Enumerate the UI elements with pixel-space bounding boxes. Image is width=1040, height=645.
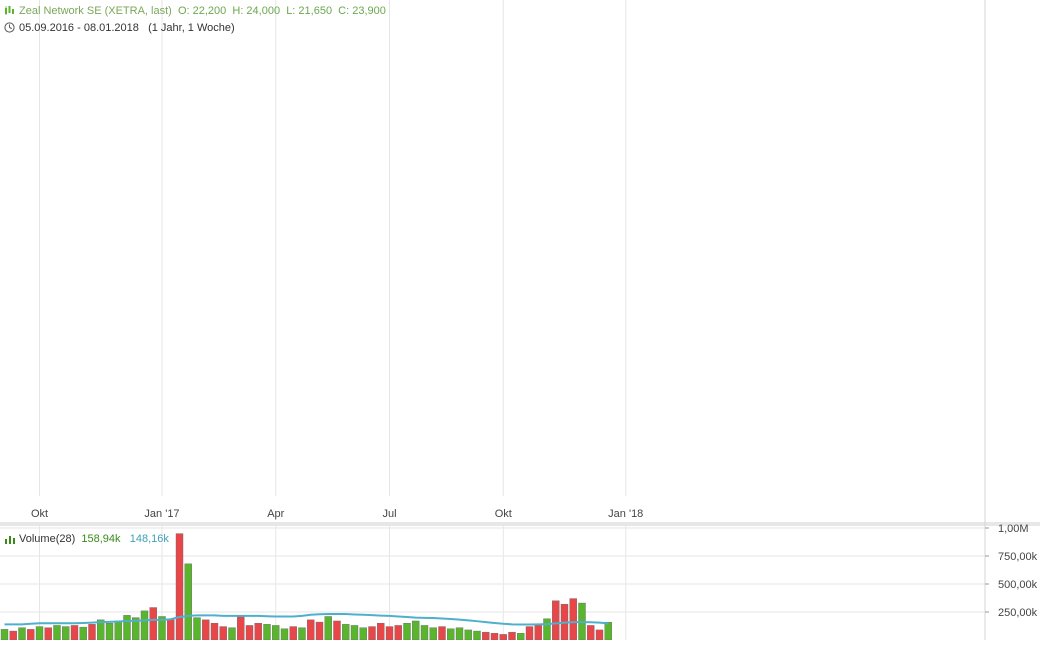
volume-bar bbox=[464, 629, 472, 641]
chart-header: Zeal Network SE (XETRA, last) O: 22,200 … bbox=[4, 5, 386, 19]
volume-bar bbox=[167, 618, 175, 641]
volume-bar bbox=[333, 620, 341, 641]
volume-bar bbox=[482, 631, 490, 641]
volume-bars-icon bbox=[5, 535, 15, 547]
volume-bar bbox=[455, 627, 464, 641]
ohlc-values: O: 22,200 H: 24,000 L: 21,650 C: 23,900 bbox=[177, 5, 386, 17]
volume-bar bbox=[114, 620, 122, 641]
volume-bar bbox=[254, 623, 262, 641]
volume-bar bbox=[604, 621, 612, 641]
volume-bar bbox=[228, 627, 236, 641]
volume-bar bbox=[105, 623, 114, 641]
volume-value: 158,94k bbox=[81, 533, 121, 545]
volume-bar bbox=[587, 625, 595, 641]
volume-bar bbox=[289, 626, 297, 641]
volume-bar bbox=[394, 625, 402, 641]
volume-bar bbox=[202, 619, 210, 641]
volume-bar bbox=[263, 624, 271, 641]
volume-bar bbox=[534, 624, 542, 641]
volume-tick-label: 750,00k bbox=[998, 551, 1038, 563]
volume-tick-label: 250,00k bbox=[998, 607, 1038, 619]
volume-header: Volume(28) 158,94k 148,16k bbox=[5, 533, 169, 547]
clock-icon bbox=[4, 22, 15, 36]
volume-bar bbox=[350, 625, 359, 641]
period-range: 05.09.2016 - 08.01.2018 bbox=[19, 22, 139, 34]
x-tick-label: Jul bbox=[382, 508, 396, 520]
volume-bar bbox=[280, 628, 289, 641]
volume-bar bbox=[447, 628, 455, 641]
volume-bar bbox=[473, 630, 481, 641]
volume-tick-label: 500,00k bbox=[998, 579, 1038, 591]
x-tick-label: Jan '17 bbox=[144, 508, 179, 520]
volume-bar bbox=[385, 626, 394, 641]
volume-bar bbox=[193, 617, 201, 641]
volume-bar bbox=[9, 630, 17, 641]
volume-bar bbox=[307, 619, 315, 641]
period-interval: (1 Jahr, 1 Woche) bbox=[148, 22, 235, 34]
volume-bar bbox=[70, 625, 79, 641]
volume-bar bbox=[35, 626, 44, 641]
volume-bar bbox=[219, 626, 227, 641]
volume-bar bbox=[79, 626, 87, 641]
volume-bar bbox=[272, 625, 280, 641]
volume-bar bbox=[438, 626, 446, 641]
volume-bar bbox=[543, 618, 551, 641]
period-row: 05.09.2016 - 08.01.2018 (1 Jahr, 1 Woche… bbox=[4, 22, 235, 36]
volume-bar bbox=[18, 627, 26, 641]
volume-bar bbox=[140, 610, 149, 641]
volume-bar bbox=[377, 623, 385, 641]
volume-bar bbox=[123, 615, 131, 641]
volume-bar bbox=[525, 626, 534, 641]
volume-bar bbox=[368, 626, 376, 641]
volume-bar bbox=[245, 625, 254, 641]
volume-bar bbox=[595, 629, 604, 641]
price-panel bbox=[0, 0, 985, 522]
volume-bar bbox=[490, 633, 499, 641]
volume-bar bbox=[237, 616, 245, 641]
volume-bar bbox=[403, 623, 411, 641]
x-tick-label: Jan '18 bbox=[608, 508, 643, 520]
volume-bar bbox=[429, 627, 437, 641]
volume-bar bbox=[359, 627, 367, 641]
volume-bar bbox=[552, 600, 560, 641]
candlestick-icon bbox=[4, 5, 15, 19]
volume-bar bbox=[0, 629, 9, 641]
volume-bar bbox=[315, 621, 324, 641]
volume-bar bbox=[53, 625, 61, 641]
x-tick-label: Okt bbox=[31, 508, 48, 520]
volume-bar bbox=[324, 616, 332, 641]
volume-bar bbox=[412, 620, 420, 641]
volume-tick-label: 1,00M bbox=[998, 523, 1029, 535]
volume-label: Volume(28) bbox=[19, 533, 76, 545]
volume-moving-average bbox=[4, 613, 609, 626]
volume-bar bbox=[420, 625, 429, 641]
x-tick-label: Okt bbox=[495, 508, 512, 520]
volume-bar bbox=[175, 533, 184, 641]
volume-bar bbox=[88, 624, 96, 641]
volume-bar bbox=[342, 624, 350, 641]
instrument-title: Zeal Network SE (XETRA, last) bbox=[19, 5, 172, 17]
volume-bar bbox=[517, 633, 525, 641]
volume-bar bbox=[298, 627, 306, 641]
volume-bar bbox=[569, 598, 577, 641]
volume-bar bbox=[210, 623, 219, 641]
volume-bar bbox=[62, 626, 70, 641]
volume-bar bbox=[499, 634, 507, 641]
volume-bar bbox=[149, 607, 157, 641]
x-tick-label: Apr bbox=[267, 508, 284, 520]
volume-bar bbox=[44, 627, 52, 641]
volume-bar bbox=[27, 629, 35, 641]
volume-bar bbox=[184, 563, 192, 641]
volume-bar bbox=[508, 631, 516, 641]
volume-average: 148,16k bbox=[129, 533, 169, 545]
